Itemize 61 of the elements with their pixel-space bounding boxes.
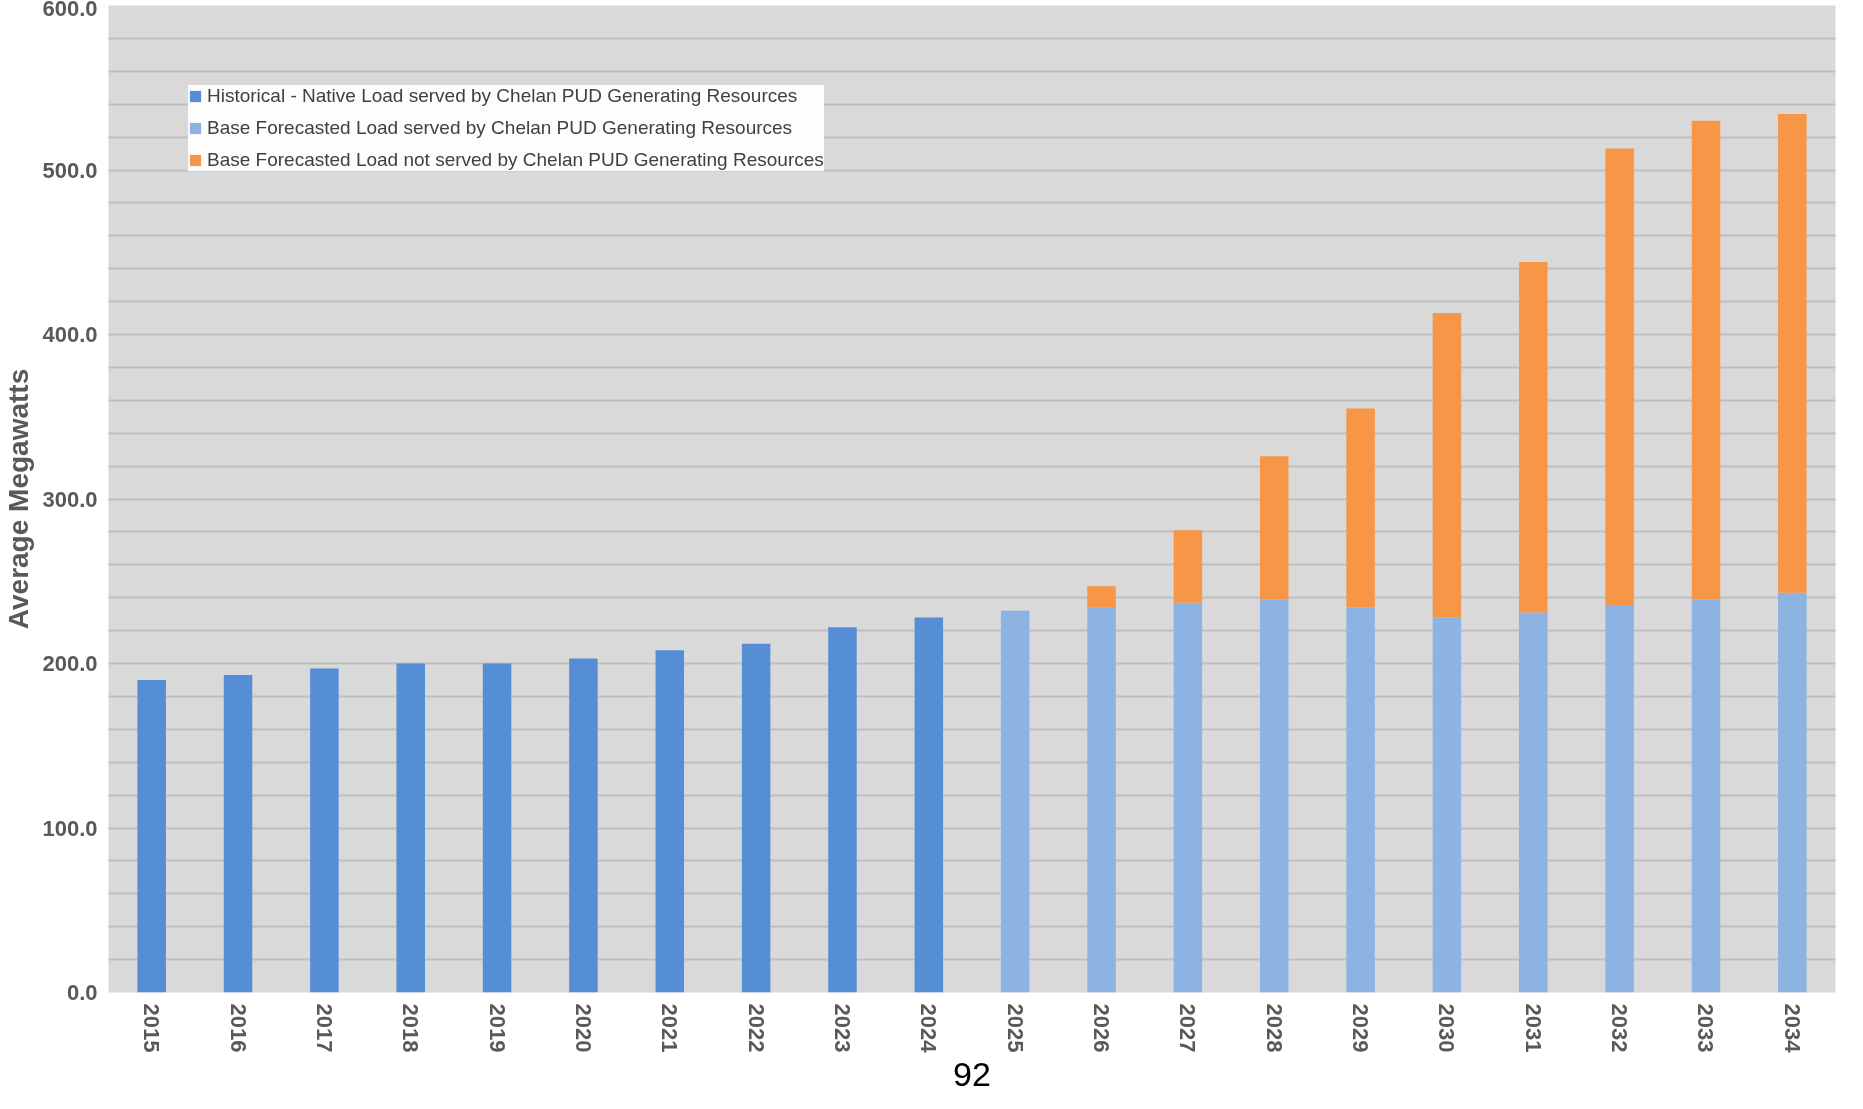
- x-tick-label: 2031: [1520, 1003, 1546, 1053]
- bar: [741, 643, 771, 993]
- bar: [1605, 605, 1634, 993]
- y-tick-label: 600.0: [42, 0, 98, 21]
- x-tick-label: 2033: [1693, 1003, 1719, 1053]
- legend-label: Base Forecasted Load served by Chelan PUD Generating Resources: [207, 117, 793, 139]
- x-tick-label: 2032: [1607, 1003, 1633, 1053]
- bar: [655, 650, 685, 993]
- x-tick-label: 2029: [1348, 1003, 1374, 1053]
- bar: [223, 675, 253, 993]
- x-tick-label: 2018: [398, 1003, 424, 1053]
- bar: [310, 668, 339, 993]
- y-tick-label: 500.0: [42, 157, 98, 183]
- bar: [569, 658, 598, 993]
- bar: [1691, 599, 1721, 993]
- bar: [1346, 408, 1375, 608]
- x-tick-label: 2017: [311, 1003, 337, 1053]
- y-tick-label: 0.0: [66, 980, 98, 1005]
- bar: [482, 663, 512, 993]
- bar: [1778, 592, 1807, 993]
- x-tick-label: 2025: [1002, 1003, 1028, 1053]
- x-tick-label: 2023: [829, 1003, 855, 1053]
- bar: [1173, 602, 1203, 993]
- x-tick-label: 2019: [484, 1003, 510, 1053]
- bar: [1346, 607, 1375, 993]
- bar: [1173, 530, 1203, 603]
- bar: [1259, 456, 1289, 600]
- x-tick-label: 2030: [1434, 1003, 1460, 1053]
- bar: [1087, 607, 1116, 993]
- bar: [1432, 313, 1462, 618]
- legend-label: Base Forecasted Load not served by Chelan PUD Generating Resources: [207, 149, 824, 171]
- x-tick-label: 2015: [139, 1003, 165, 1053]
- x-tick-label: 2021: [657, 1003, 683, 1053]
- bar: [1432, 617, 1462, 993]
- bar: [1778, 114, 1807, 593]
- x-tick-label: 2024: [916, 1003, 942, 1054]
- y-tick-label: 200.0: [42, 651, 98, 676]
- x-tick-label: 2027: [1175, 1003, 1201, 1053]
- bar: [1519, 612, 1548, 993]
- y-tick-label: 300.0: [42, 486, 98, 512]
- bar: [1605, 148, 1634, 606]
- text: 92: [953, 1054, 991, 1093]
- bar: [1519, 262, 1548, 613]
- bar: [1691, 120, 1721, 600]
- bar: [137, 679, 166, 993]
- x-tick-label: 2020: [570, 1003, 596, 1053]
- legend-label: Historical - Native Load served by Chelan PUD Generating Resources: [207, 85, 798, 107]
- x-tick-label: 2034: [1779, 1003, 1805, 1054]
- bar: [1259, 599, 1289, 993]
- bar: [1000, 610, 1030, 993]
- bar: [396, 663, 425, 993]
- x-tick-label: 2028: [1261, 1003, 1287, 1053]
- x-tick-label: 2022: [743, 1003, 769, 1053]
- bar: [828, 627, 857, 993]
- y-tick-label: 100.0: [42, 815, 98, 841]
- bar: [914, 617, 944, 993]
- y-tick-label: 400.0: [42, 322, 98, 347]
- y-axis-title: Average Megawatts: [3, 368, 35, 630]
- bar: [1087, 586, 1116, 608]
- x-tick-label: 2016: [225, 1003, 251, 1053]
- x-tick-label: 2026: [1089, 1003, 1115, 1053]
